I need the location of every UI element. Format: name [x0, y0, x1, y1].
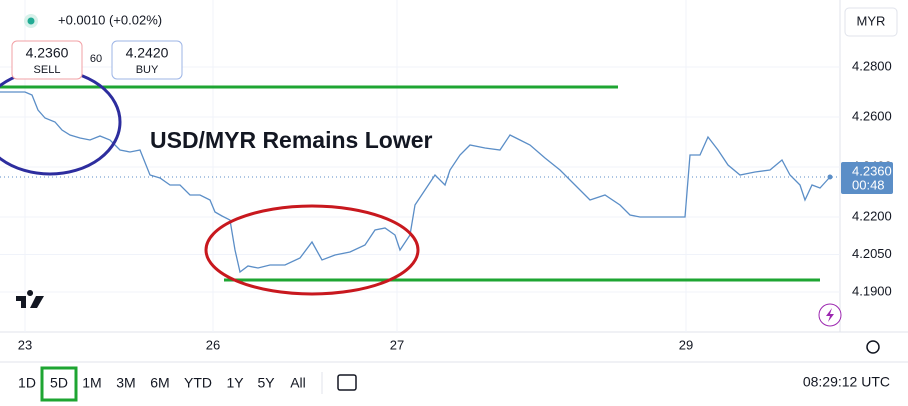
- spread: 60: [90, 53, 102, 65]
- clock: 08:29:12 UTC: [803, 374, 890, 390]
- settings-icon[interactable]: [866, 340, 880, 354]
- selected-range: [40, 366, 78, 402]
- sell-label: SELL: [34, 64, 61, 76]
- buy-price: 4.2420: [126, 45, 169, 61]
- price-line: [0, 91, 831, 274]
- y-tick-label: 4.1900: [852, 283, 892, 298]
- x-tick-label: 23: [18, 337, 32, 352]
- last-price-label: 4.2360: [852, 163, 892, 178]
- x-tick-label: 26: [206, 337, 220, 352]
- range-button[interactable]: 6M: [150, 375, 169, 391]
- change: +0.0010 (+0.02%): [58, 12, 162, 27]
- range-button[interactable]: All: [290, 375, 306, 391]
- highlight-ellipse: [204, 204, 420, 296]
- status-dot: [27, 17, 35, 25]
- range-button[interactable]: 5D: [50, 375, 68, 391]
- currency: MYR: [857, 13, 886, 28]
- annotation: USD/MYR Remains Lower: [150, 127, 432, 153]
- range-button[interactable]: YTD: [184, 375, 212, 391]
- range-button[interactable]: 3M: [116, 375, 135, 391]
- sell-button[interactable]: [11, 40, 83, 80]
- y-tick-label: 4.2800: [852, 58, 892, 73]
- plot: [0, 0, 840, 332]
- buy-label: BUY: [136, 64, 159, 76]
- y-tick-label: 4.2600: [852, 108, 892, 123]
- range-button[interactable]: 5Y: [257, 375, 275, 391]
- y-tick-label: 4.2200: [852, 208, 892, 223]
- x-tick-label: 27: [390, 337, 404, 352]
- toolbar: 1D 5D 1M 3M 6M YTD 1Y 5Y All: [18, 366, 306, 402]
- range-button[interactable]: 1D: [18, 375, 36, 391]
- range-button[interactable]: 1Y: [226, 375, 244, 391]
- calendar-icon[interactable]: [337, 374, 357, 391]
- range-button[interactable]: 1M: [82, 375, 101, 391]
- countdown: 00:48: [852, 177, 885, 192]
- last-point: [827, 174, 833, 180]
- logo: [16, 290, 44, 308]
- last-price-box: [841, 162, 893, 194]
- x-tick-label: 29: [679, 337, 693, 352]
- alert-bolt: [826, 308, 834, 322]
- currency-button[interactable]: [844, 7, 898, 37]
- buy-button[interactable]: [111, 40, 183, 80]
- y-tick-label: 4.2050: [852, 246, 892, 261]
- sell-price: 4.2360: [26, 45, 69, 61]
